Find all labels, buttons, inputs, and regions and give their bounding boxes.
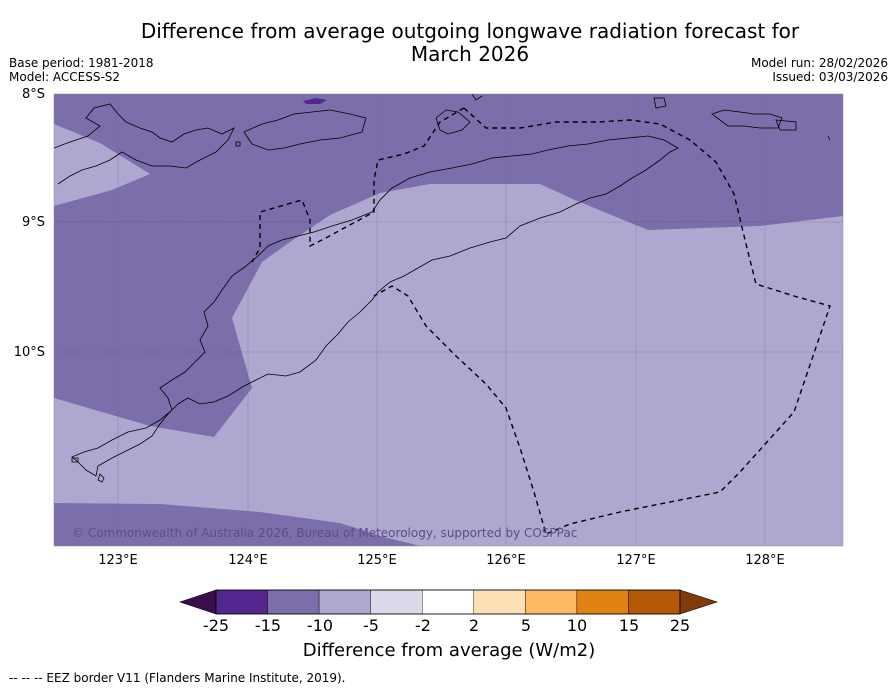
cb-tick-6: 5 <box>520 616 532 635</box>
cb-tick-0: -25 <box>202 616 230 635</box>
colorbar-segment--25_-15 <box>215 589 268 615</box>
coastline-wetar <box>435 109 471 135</box>
contour-patch-northwest <box>54 124 150 206</box>
coastline-timor <box>71 135 679 477</box>
map-title: Difference from average outgoing longwav… <box>0 20 896 66</box>
eez-border-west <box>251 107 465 263</box>
colorbar-segment-10_15 <box>576 589 629 615</box>
cb-tick-7: 10 <box>566 616 588 635</box>
map-frame <box>53 93 844 547</box>
colorbar-arrow-high <box>679 589 718 615</box>
contour-spot <box>303 98 327 104</box>
cb-tick-2: -10 <box>306 616 334 635</box>
lat-label-10s: 10°S <box>13 345 45 360</box>
lon-label-127e: 127°E <box>616 553 656 568</box>
contour-region-south <box>54 503 420 546</box>
colorbar-segment--15_-10 <box>267 589 320 615</box>
coastline-islet-1 <box>71 457 79 463</box>
issued-date: Issued: 03/03/2026 <box>772 70 888 84</box>
colorbar-segment-2_5 <box>473 589 526 615</box>
colorbar-arrow-low <box>179 589 217 615</box>
coastline-rote <box>97 473 105 483</box>
title-line-1: Difference from average outgoing longwav… <box>140 19 800 43</box>
meridians <box>117 94 766 546</box>
eez-border <box>251 107 831 535</box>
lon-label-125e: 125°E <box>357 553 397 568</box>
title-line-2: March 2026 <box>410 42 530 66</box>
colorbar-segment--5_-2 <box>370 589 423 615</box>
coastline-island-east-3 <box>653 97 667 109</box>
lon-label-126e: 126°E <box>486 553 526 568</box>
coastline-island-north <box>471 94 483 101</box>
copyright-notice: © Commonwealth of Australia 2026, Bureau… <box>72 526 578 540</box>
eez-footnote: -- -- -- EEZ border V11 (Flanders Marine… <box>9 671 346 685</box>
colorbar-segment-5_10 <box>525 589 578 615</box>
base-period: Base period: 1981-2018 <box>9 56 154 70</box>
cb-tick-9: 25 <box>669 616 691 635</box>
lon-label-123e: 123°E <box>98 553 138 568</box>
colorbar-segment--2_2 <box>422 589 474 615</box>
model-run: Model run: 28/02/2026 <box>750 56 888 70</box>
colorbar-segments <box>179 589 718 615</box>
contour-region-north <box>54 94 843 437</box>
gridlines <box>54 221 843 353</box>
lon-label-128e: 128°E <box>745 553 785 568</box>
lon-label-124e: 124°E <box>228 553 268 568</box>
cb-tick-8: 15 <box>618 616 640 635</box>
cb-tick-1: -15 <box>254 616 282 635</box>
coastline-alor <box>243 109 367 151</box>
eez-border-east <box>373 107 831 535</box>
coastline-island-east-2 <box>775 119 797 131</box>
cb-tick-5: 2 <box>468 616 480 635</box>
map-plot-area <box>54 94 843 546</box>
cb-tick-4: -2 <box>415 616 431 635</box>
colorbar-outline <box>215 589 681 615</box>
colorbar-label: Difference from average (W/m2) <box>302 640 596 661</box>
cb-tick-3: -5 <box>363 616 379 635</box>
coastline-island-east-1 <box>711 109 783 129</box>
model-name: Model: ACCESS-S2 <box>9 70 121 84</box>
coastline-islet-2 <box>235 141 241 147</box>
meta-left: Base period: 1981-2018 Model: ACCESS-S2 <box>9 56 154 84</box>
meta-right: Model run: 28/02/2026 Issued: 03/03/2026 <box>751 56 888 84</box>
coastline-flores <box>54 103 235 185</box>
colorbar-segment-15_25 <box>628 589 681 615</box>
coastline-islet-3 <box>827 135 831 141</box>
coastlines <box>54 94 831 483</box>
lat-label-8s: 8°S <box>21 87 45 102</box>
colorbar-segment--10_-5 <box>318 589 371 615</box>
lat-label-9s: 9°S <box>21 215 45 230</box>
